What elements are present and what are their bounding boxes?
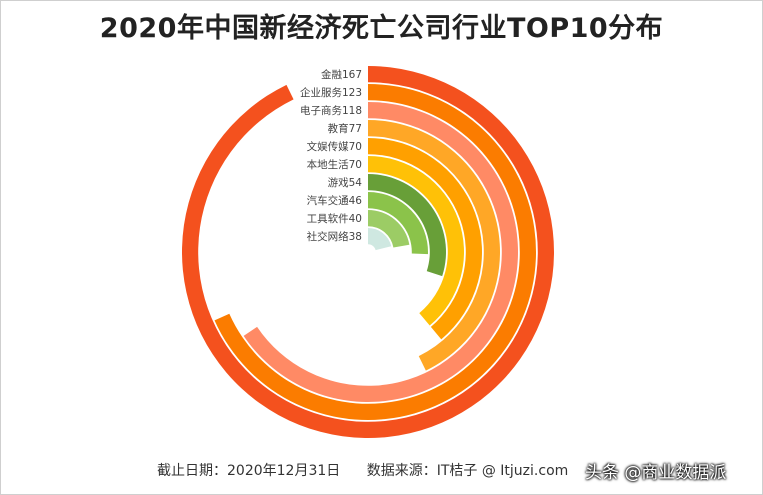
bar-label-5: 文娱传媒70 xyxy=(307,140,362,153)
bar-label-6: 本地生活70 xyxy=(307,158,362,171)
bar-5 xyxy=(368,138,483,340)
bar-label-7: 游戏54 xyxy=(328,176,363,189)
bar-label-8: 汽车交通46 xyxy=(307,194,363,207)
bar-4 xyxy=(368,120,500,371)
bar-8 xyxy=(368,192,428,255)
chart-title: 2020年中国新经济死亡公司行业TOP10分布 xyxy=(99,13,664,44)
bar-10 xyxy=(368,228,392,251)
bar-9 xyxy=(368,210,410,248)
bar-label-9: 工具软件40 xyxy=(307,212,362,225)
bar-label-1: 金融167 xyxy=(321,68,362,81)
bar-6 xyxy=(368,156,464,326)
chart-footer: 截止日期：2020年12月31日 数据来源：IT桔子 @ Itjuzi.com xyxy=(157,460,590,480)
data-source-text: 数据来源：IT桔子 @ Itjuzi.com xyxy=(366,463,569,479)
bar-label-10: 社交网络38 xyxy=(307,230,362,243)
bar-label-2: 企业服务123 xyxy=(300,86,362,99)
bar-label-3: 电子商务118 xyxy=(300,104,362,117)
watermark-text: 头条 @商业数据派 xyxy=(585,463,727,483)
bar-label-4: 教育77 xyxy=(328,122,362,135)
bar-7 xyxy=(368,174,446,277)
cutoff-date-text: 截止日期：2020年12月31日 xyxy=(157,463,341,479)
